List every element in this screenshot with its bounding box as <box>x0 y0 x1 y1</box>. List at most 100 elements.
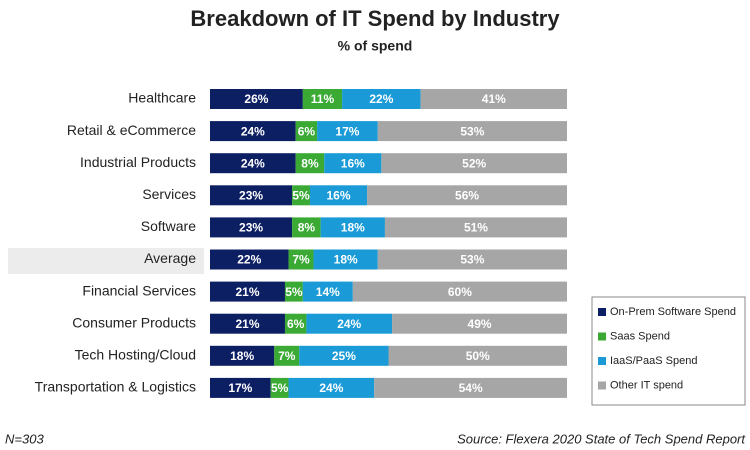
bar-segment <box>306 313 393 334</box>
value-label: 6% <box>287 317 305 331</box>
legend-swatch <box>598 308 606 316</box>
legend-box <box>591 296 746 406</box>
value-label: 22% <box>369 92 393 106</box>
value-label: 24% <box>337 317 361 331</box>
value-label: 16% <box>341 156 365 170</box>
value-label: 18% <box>334 253 358 267</box>
value-label: 24% <box>241 156 265 170</box>
bar-segment <box>270 377 289 398</box>
value-label: 5% <box>271 381 289 395</box>
bar-segment <box>302 89 343 109</box>
bar-segment <box>384 217 567 238</box>
bar-segment <box>210 153 296 174</box>
row-highlight <box>8 248 204 274</box>
source: Source: Flexera 2020 State of Tech Spend… <box>457 431 746 446</box>
legend-label: Other IT spend <box>610 379 683 391</box>
bar-segment <box>284 281 303 302</box>
bar-segment <box>392 313 567 334</box>
value-label: 24% <box>241 124 265 138</box>
bar-segment <box>352 281 567 302</box>
bar-segment <box>210 217 293 238</box>
y-tick-label: Software <box>141 218 196 234</box>
bar-segment <box>274 345 300 366</box>
value-label: 7% <box>292 253 310 267</box>
bar-segment <box>377 121 567 142</box>
value-label: 26% <box>244 92 268 106</box>
value-label: 25% <box>332 349 356 363</box>
value-label: 16% <box>327 188 351 202</box>
bar-segment <box>309 185 368 206</box>
y-tick-label: Services <box>142 186 196 202</box>
bar-segment <box>295 153 325 174</box>
value-label: 21% <box>235 285 259 299</box>
y-tick-label: Healthcare <box>128 90 196 106</box>
value-label: 52% <box>462 156 486 170</box>
value-label: 23% <box>239 188 263 202</box>
bar-segment <box>377 249 567 270</box>
bar-segment <box>292 185 310 206</box>
y-tick-label: Industrial Products <box>80 154 196 170</box>
value-label: 5% <box>292 188 310 202</box>
y-tick-label: Average <box>144 250 196 266</box>
value-label: 41% <box>482 92 506 106</box>
bar-segment <box>302 281 353 302</box>
value-label: 51% <box>464 221 488 235</box>
value-label: 54% <box>459 381 483 395</box>
bar-segment <box>374 377 567 398</box>
chart-title: Breakdown of IT Spend by Industry <box>190 6 560 31</box>
bar-segment <box>317 121 378 142</box>
value-label: 17% <box>335 124 359 138</box>
bar-segment <box>381 153 567 174</box>
bar-segment <box>295 121 318 142</box>
legend-swatch <box>598 332 606 341</box>
bar-segment <box>210 249 289 270</box>
bar-segment <box>210 377 271 398</box>
value-label: 50% <box>466 349 490 363</box>
bar-segment <box>210 313 285 334</box>
bar-segment <box>288 249 314 270</box>
bar-segment <box>367 185 567 206</box>
bar-segment <box>210 281 285 302</box>
value-label: 14% <box>316 285 340 299</box>
bar-segment <box>292 217 321 238</box>
bar-segment <box>288 377 375 398</box>
value-label: 18% <box>341 221 365 235</box>
y-tick-label: Financial Services <box>82 282 196 298</box>
value-label: 5% <box>285 285 303 299</box>
value-label: 60% <box>448 285 472 299</box>
value-label: 24% <box>319 381 343 395</box>
y-tick-label: Consumer Products <box>72 314 196 330</box>
bar-segment <box>210 89 303 109</box>
bar-segment <box>299 345 389 366</box>
y-tick-label: Transportation & Logistics <box>35 379 196 395</box>
value-label: 8% <box>298 221 316 235</box>
bar-segment <box>284 313 307 334</box>
value-label: 53% <box>460 253 484 267</box>
value-label: 21% <box>235 317 259 331</box>
value-label: 53% <box>460 124 484 138</box>
legend-label: Saas Spend <box>610 330 670 342</box>
value-label: 7% <box>278 349 296 363</box>
value-label: 6% <box>298 124 316 138</box>
value-label: 56% <box>455 188 479 202</box>
chart-subtitle: % of spend <box>338 38 413 54</box>
value-label: 8% <box>301 156 319 170</box>
value-label: 18% <box>230 349 254 363</box>
value-label: 49% <box>468 317 492 331</box>
bar-segment <box>342 89 421 109</box>
legend-label: On-Prem Software Spend <box>610 306 736 318</box>
legend-swatch <box>598 357 606 365</box>
legend-swatch <box>598 381 606 390</box>
bar-segment <box>320 217 385 238</box>
value-label: 11% <box>311 92 335 106</box>
value-label: 22% <box>237 253 261 267</box>
bar-segment <box>324 153 382 174</box>
y-tick-label: Retail & eCommerce <box>67 122 196 138</box>
y-tick-label: Tech Hosting/Cloud <box>75 347 196 363</box>
bar-segment <box>388 345 567 366</box>
bar-segment <box>420 89 567 109</box>
footnote: N=303 <box>5 431 44 446</box>
bar-segment <box>210 185 293 206</box>
value-label: 17% <box>228 381 252 395</box>
